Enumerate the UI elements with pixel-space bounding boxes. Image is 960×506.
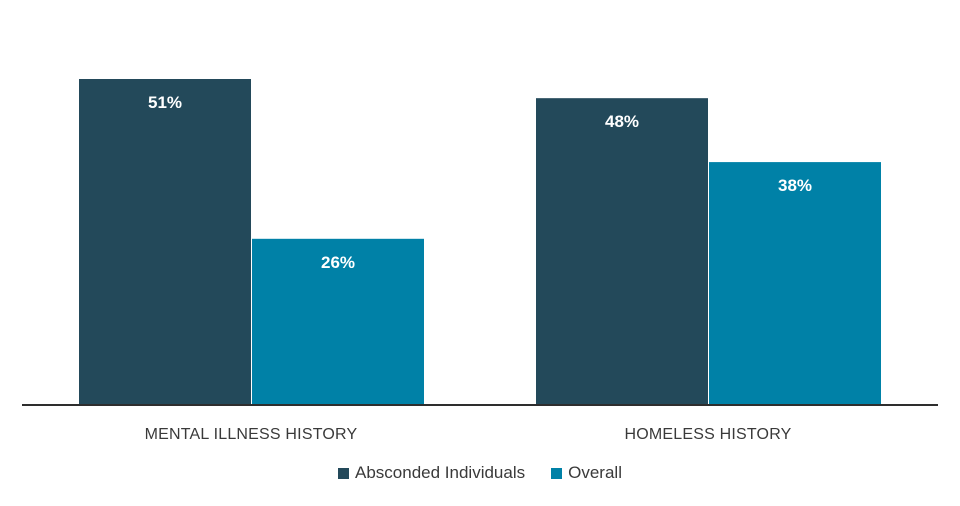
category-label-homeless: HOMELESS HISTORY	[624, 426, 791, 443]
bar-overall-mental-illness	[252, 238, 424, 405]
legend-item-overall: Overall	[551, 463, 622, 483]
bar-overall-homeless	[709, 162, 881, 405]
data-label-absconded-mental-illness: 51%	[148, 93, 182, 112]
legend: Absconded Individuals Overall	[0, 463, 960, 483]
data-label-absconded-homeless: 48%	[605, 112, 639, 131]
legend-swatch-overall	[551, 467, 563, 479]
bar-absconded-homeless	[536, 98, 708, 406]
legend-label-absconded: Absconded Individuals	[355, 463, 526, 482]
data-label-overall-mental-illness: 26%	[321, 253, 355, 272]
category-label-mental-illness: MENTAL ILLNESS HISTORY	[145, 426, 358, 443]
data-label-overall-homeless: 38%	[778, 176, 812, 195]
legend-swatch-absconded	[338, 467, 349, 479]
legend-label-overall: Overall	[568, 463, 622, 482]
bars-group	[79, 79, 881, 406]
category-labels-group: MENTAL ILLNESS HISTORY HOMELESS HISTORY	[145, 426, 792, 443]
bar-labels-group: 51% 26% 48% 38%	[148, 93, 812, 272]
bar-absconded-mental-illness	[79, 79, 251, 405]
legend-item-absconded: Absconded Individuals	[338, 463, 525, 483]
